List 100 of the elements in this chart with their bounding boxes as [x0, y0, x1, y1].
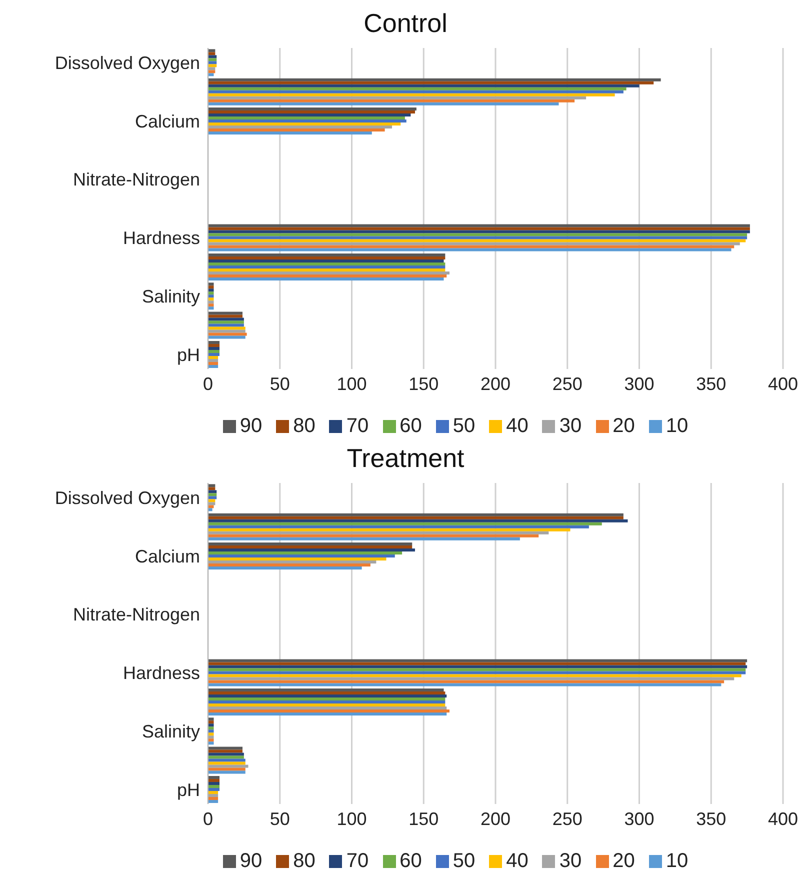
- y-tick-label: Calcium: [134, 111, 200, 132]
- bar: [208, 552, 402, 555]
- bar: [208, 522, 602, 526]
- bar: [208, 324, 244, 327]
- bar: [208, 292, 214, 295]
- bar: [208, 262, 446, 266]
- legend-label: 50: [452, 850, 476, 873]
- y-tick-label: pH: [176, 344, 200, 365]
- legend-label: 50: [452, 415, 476, 438]
- bar: [208, 87, 626, 90]
- bar: [208, 96, 586, 100]
- bar: [208, 537, 520, 540]
- legend-label: 70: [346, 415, 369, 438]
- legend-label: 90: [240, 415, 262, 438]
- bar: [208, 286, 214, 289]
- bar: [208, 697, 446, 700]
- legend-label: 60: [400, 415, 422, 438]
- legend-label: 20: [612, 850, 635, 873]
- bar: [208, 726, 214, 730]
- bar: [208, 304, 214, 307]
- bar: [208, 752, 244, 756]
- bar: [208, 274, 447, 278]
- bar: [208, 227, 750, 230]
- bar: [208, 758, 246, 762]
- bar: [208, 358, 218, 362]
- bar: [208, 732, 214, 736]
- bar: [208, 340, 220, 344]
- bar: [208, 356, 218, 359]
- bar: [208, 239, 746, 242]
- bar: [208, 330, 246, 333]
- bar: [208, 525, 589, 528]
- y-tick-label: Nitrate-Nitrogen: [72, 604, 200, 625]
- bar: [208, 271, 450, 274]
- bar: [208, 224, 750, 228]
- bar: [208, 350, 220, 353]
- bar: [208, 554, 395, 558]
- bar: [208, 516, 624, 520]
- bar: [208, 490, 217, 494]
- bar: [208, 120, 406, 123]
- bar: [208, 709, 450, 712]
- bar: [208, 248, 732, 252]
- bar: [208, 534, 539, 538]
- bar: [208, 314, 242, 318]
- bar: [208, 300, 214, 304]
- bar: [208, 67, 216, 70]
- bar: [208, 724, 214, 727]
- x-tick-label: 200: [480, 808, 511, 829]
- y-tick-label: Nitrate-Nitrogen: [72, 170, 200, 190]
- bar: [208, 782, 220, 785]
- x-tick-label: 0: [202, 808, 214, 829]
- bar: [208, 73, 214, 76]
- bar: [208, 318, 244, 321]
- bar: [208, 496, 217, 500]
- bar: [208, 126, 392, 129]
- bar: [208, 332, 247, 336]
- legend-label: 30: [559, 850, 582, 873]
- bar: [208, 236, 748, 240]
- bar: [208, 132, 372, 135]
- legend-label: 10: [666, 850, 688, 873]
- x-tick-label: 350: [696, 374, 726, 394]
- y-tick-label: Dissolved Oxygen: [54, 488, 200, 508]
- bar: [208, 712, 447, 716]
- bar: [208, 700, 446, 704]
- bar: [208, 688, 444, 692]
- bar: [208, 253, 446, 256]
- bar: [208, 564, 370, 567]
- bar: [208, 764, 248, 768]
- bar: [208, 346, 220, 350]
- bar: [208, 750, 242, 753]
- bar: [208, 58, 217, 62]
- legend-label: 40: [506, 850, 528, 873]
- bar: [208, 70, 216, 74]
- x-tick-label: 300: [624, 374, 654, 394]
- bar: [208, 796, 218, 800]
- bar: [208, 326, 246, 330]
- bar: [208, 770, 246, 774]
- bar: [208, 288, 214, 292]
- bar: [208, 566, 362, 570]
- bar: [208, 756, 244, 759]
- chart-title: Control: [362, 8, 448, 39]
- bar: [208, 90, 624, 94]
- y-tick-label: Dissolved Oxygen: [54, 52, 200, 73]
- bar: [208, 265, 446, 268]
- bar: [208, 84, 640, 88]
- bar: [208, 680, 724, 684]
- legend-label: 10: [666, 415, 688, 438]
- bar: [208, 542, 412, 546]
- bar: [208, 762, 246, 765]
- bar: [208, 703, 446, 706]
- bar: [208, 502, 216, 506]
- bar: [208, 499, 216, 502]
- bar: [208, 738, 214, 742]
- x-tick-label: 50: [270, 808, 290, 829]
- bar: [208, 691, 446, 694]
- bar: [208, 116, 405, 120]
- legend-label: 70: [346, 850, 369, 873]
- bar: [208, 487, 216, 490]
- bar: [208, 256, 446, 260]
- x-tick-label: 150: [408, 374, 439, 394]
- x-tick-label: 50: [270, 374, 290, 394]
